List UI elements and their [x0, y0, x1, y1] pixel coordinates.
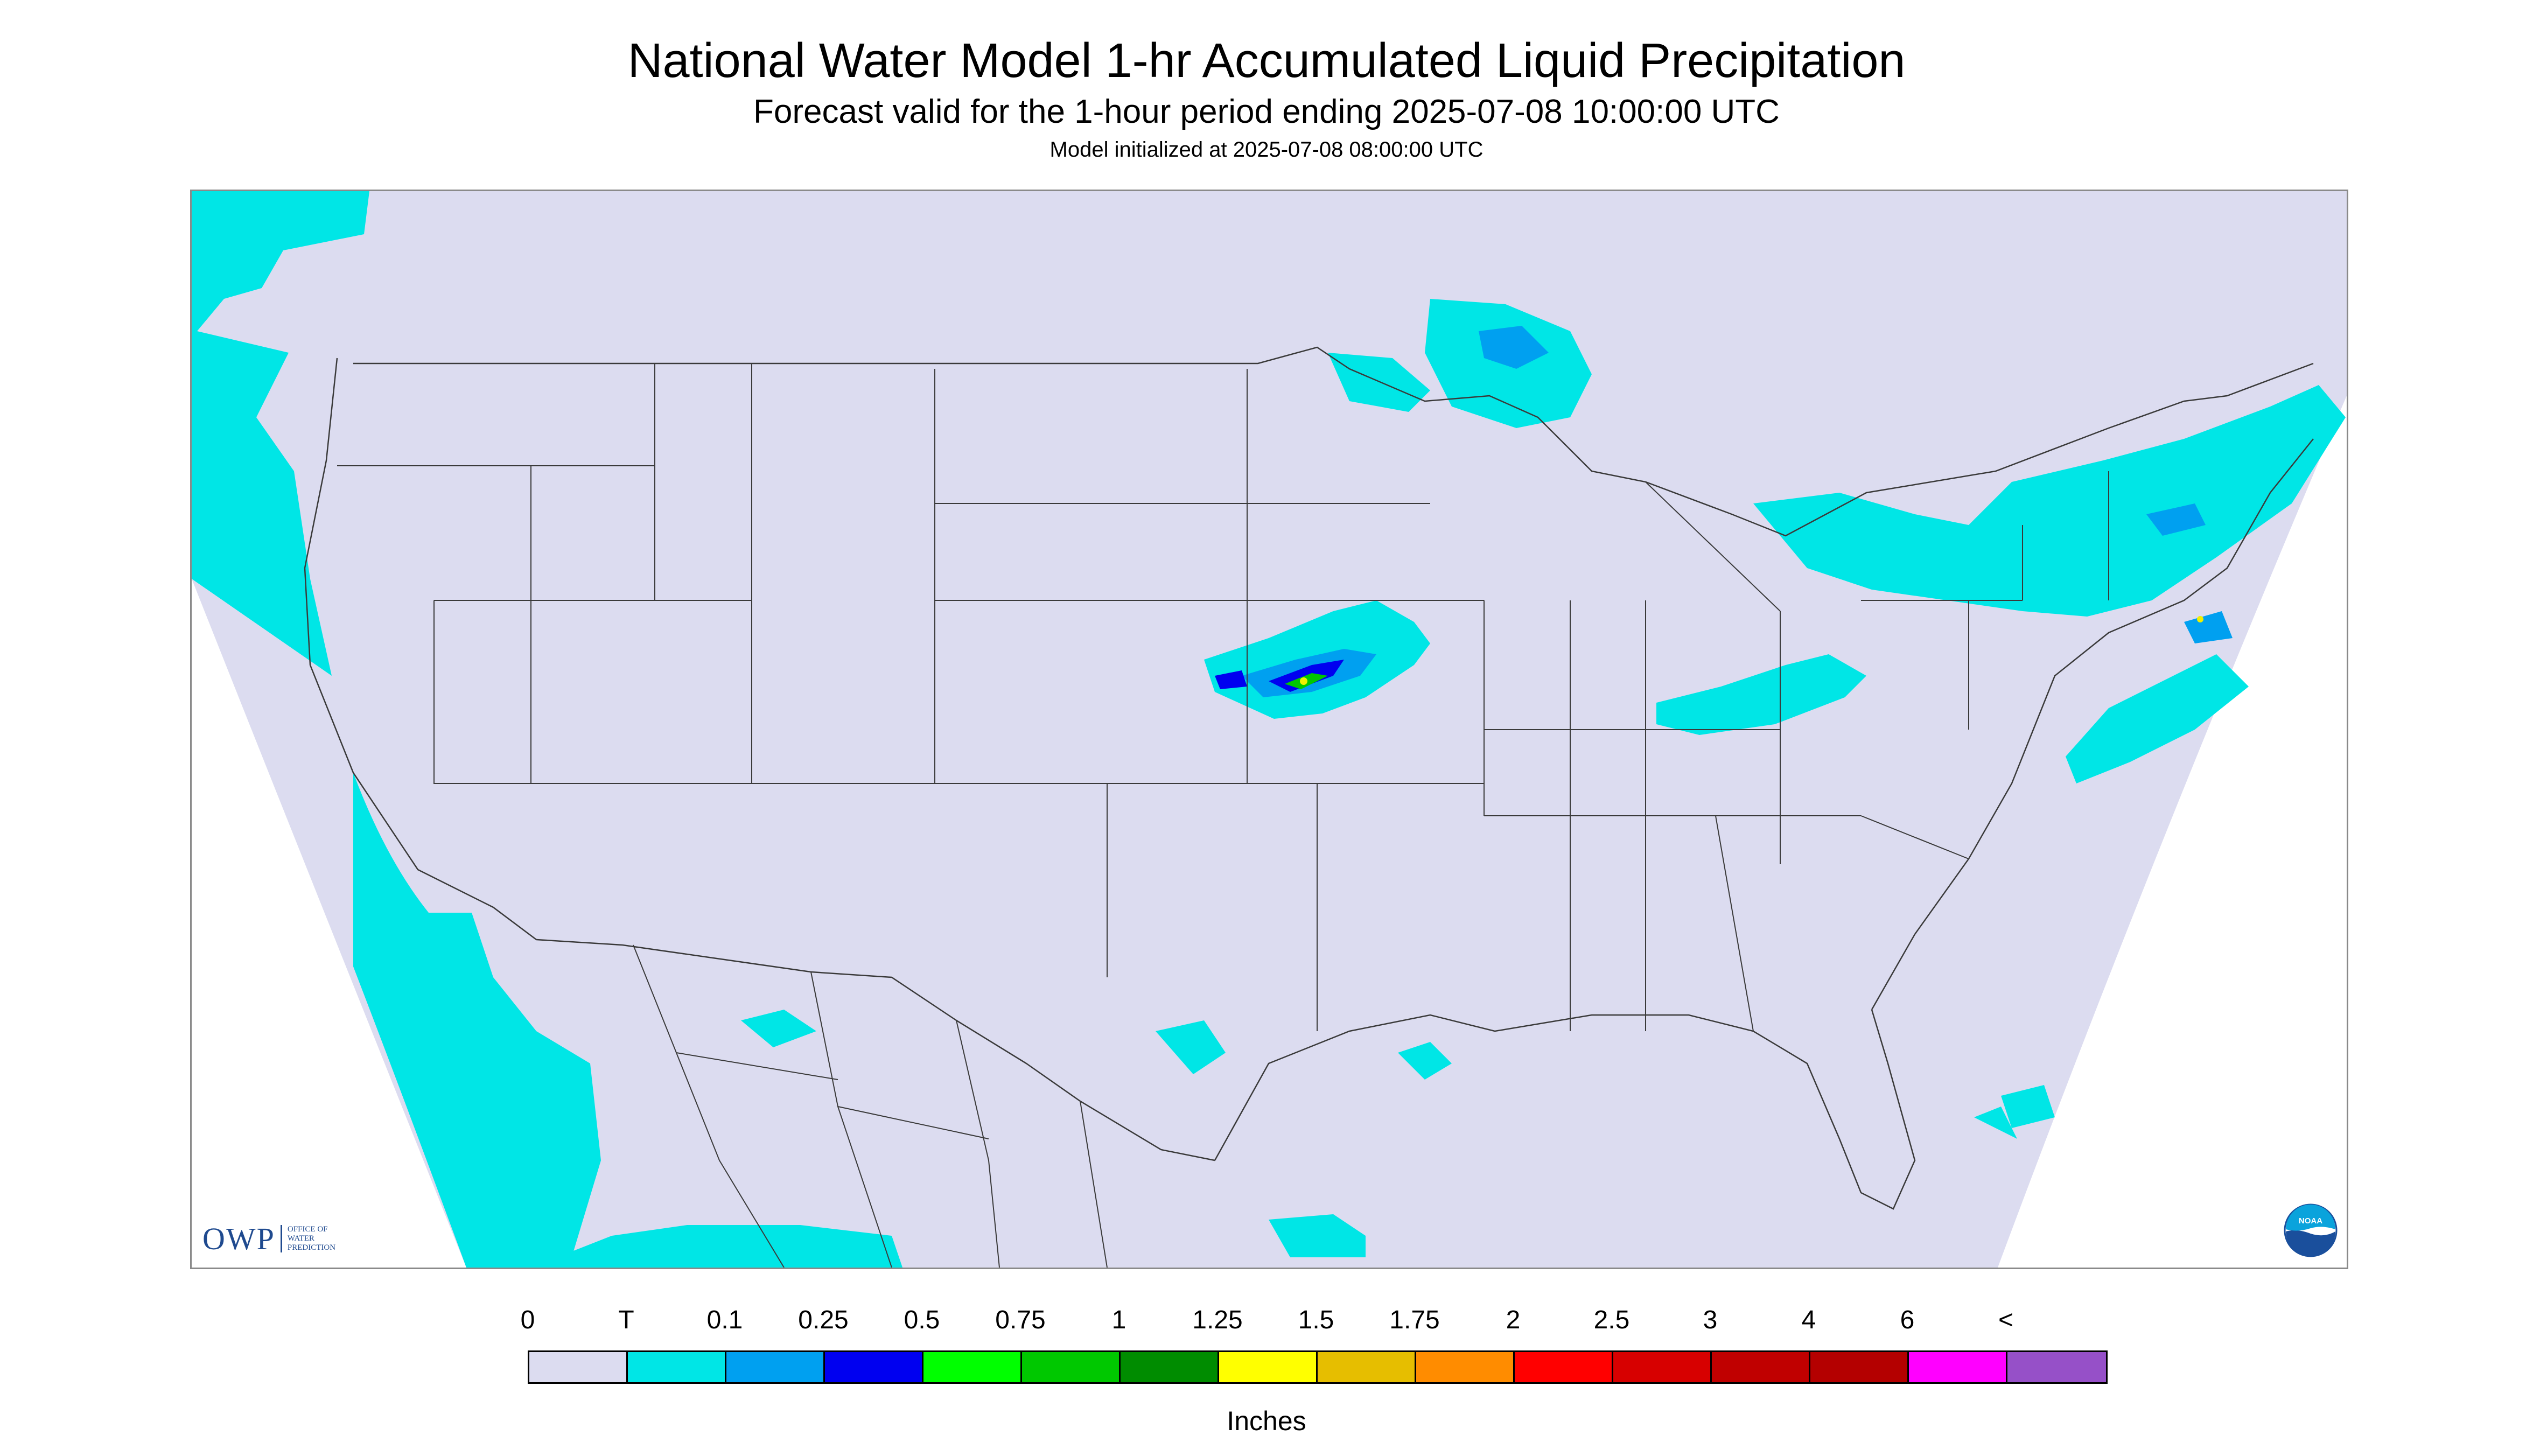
map-title: National Water Model 1-hr Accumulated Li…: [627, 34, 1906, 88]
owp-logo-line: OFFICE OF: [287, 1224, 328, 1234]
legend-swatch: [628, 1352, 726, 1382]
pacific-offshore: [353, 773, 601, 1268]
east-coastline: [1871, 438, 2314, 1010]
noaa-logo: NOAA: [2284, 1203, 2338, 1257]
legend-tick-label: 1.25: [1192, 1306, 1243, 1334]
legend-tick-label: 1: [1111, 1306, 1126, 1334]
precip-very-heavy-layer: [1300, 616, 2203, 685]
legend-swatch: [1022, 1352, 1121, 1382]
legend-tick-label: 4: [1801, 1306, 1816, 1334]
owp-logo-mark: OWP: [202, 1221, 275, 1256]
map-subtitle: Forecast valid for the 1-hour period end…: [753, 93, 1780, 130]
model-init-line: Model initialized at 2025-07-08 08:00:00…: [1049, 138, 1484, 162]
legend-colorbar: [528, 1350, 2108, 1384]
precipitation-map: OWP OFFICE OF WATER PREDICTION NOAA: [190, 190, 2348, 1269]
legend-swatch: [1219, 1352, 1318, 1382]
legend-tick-label: 2.5: [1593, 1306, 1630, 1334]
legend-swatch: [1416, 1352, 1515, 1382]
pacific-northwest-coast: [192, 191, 369, 676]
state-lines: [337, 363, 2109, 1032]
superior-core-light: [1479, 326, 1549, 369]
boundary-layer: [304, 346, 2314, 1268]
legend-swatch: [726, 1352, 825, 1382]
legend-swatch: [1810, 1352, 1909, 1382]
ohio-valley: [1656, 654, 1866, 735]
map-canvas: [192, 191, 2347, 1268]
noaa-logo-text: NOAA: [2299, 1216, 2322, 1226]
owp-logo-line: WATER: [287, 1234, 314, 1243]
legend-swatch: [2007, 1352, 2106, 1382]
legend-tick-label: 6: [1900, 1306, 1915, 1334]
mexico-south: [531, 1214, 1366, 1268]
legend-swatch: [923, 1352, 1022, 1382]
legend-tick-label: 1.5: [1298, 1306, 1334, 1334]
legend-tick-label: 1.75: [1389, 1306, 1440, 1334]
longisland-peak: [2197, 616, 2203, 622]
atlantic-offshore: [2066, 654, 2249, 783]
owp-logo-line: PREDICTION: [287, 1243, 336, 1252]
legend-tick-label: 3: [1703, 1306, 1718, 1334]
legend-tick-label: 0.5: [904, 1306, 940, 1334]
west-coast: [304, 358, 537, 940]
owp-logo: OWP OFFICE OF WATER PREDICTION: [202, 1219, 335, 1258]
legend-tick-label: 0.25: [798, 1306, 849, 1334]
legend-units: Inches: [1227, 1406, 1306, 1436]
northeast: [1753, 385, 2346, 617]
legend-tick-label: 0.1: [706, 1306, 743, 1334]
model-domain: [192, 191, 2347, 1268]
legend-swatch: [1515, 1352, 1613, 1382]
legend-tick-label: <: [1998, 1306, 2014, 1334]
legend-tick-label: 0.75: [995, 1306, 1046, 1334]
legend-tick-label: T: [618, 1306, 634, 1334]
newengland-core-light: [2146, 503, 2233, 643]
legend-swatch: [1318, 1352, 1416, 1382]
mexico-state-lines: [633, 944, 1108, 1268]
legend-swatch: [1909, 1352, 2007, 1382]
legend-swatch: [1613, 1352, 1712, 1382]
legend-tick-label: 0: [520, 1306, 535, 1334]
legend-swatch: [1121, 1352, 1219, 1382]
iowa-core-peak: [1300, 677, 1307, 685]
legend-swatch: [1712, 1352, 1810, 1382]
legend-tick-label: 2: [1506, 1306, 1521, 1334]
legend-swatch: [825, 1352, 923, 1382]
owp-logo-text: OFFICE OF WATER PREDICTION: [280, 1224, 336, 1252]
legend-swatch: [529, 1352, 628, 1382]
